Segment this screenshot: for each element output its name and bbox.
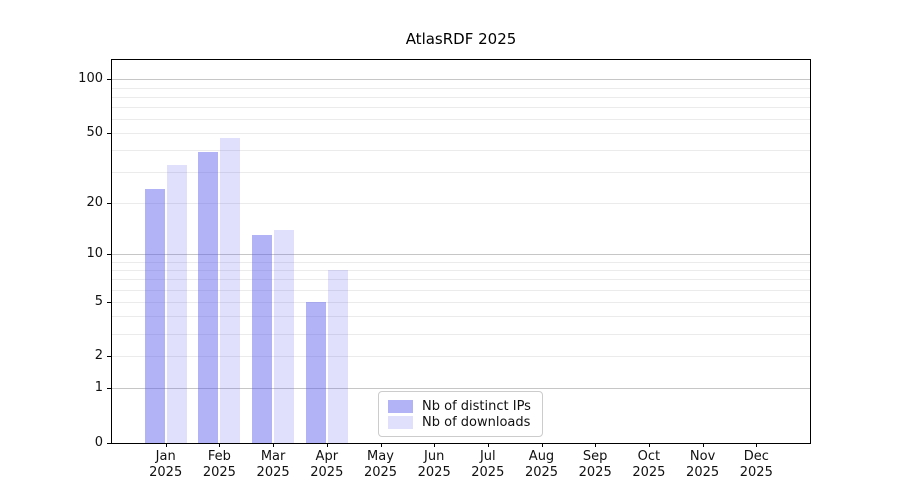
minor-gridline — [112, 333, 810, 335]
minor-gridline — [112, 289, 810, 291]
x-axis-label: Feb 2025 — [202, 449, 236, 480]
minor-gridline — [112, 203, 810, 205]
legend-item-distinct-ips: Nb of distinct IPs — [388, 399, 533, 414]
minor-gridline — [112, 316, 810, 318]
legend-label-downloads: Nb of downloads — [422, 414, 531, 430]
x-axis-label: Apr 2025 — [310, 449, 344, 480]
y-axis-label: 2 — [94, 348, 103, 364]
minor-gridline — [112, 172, 810, 174]
legend-swatch-downloads — [388, 415, 413, 429]
x-axis-label: Jun 2025 — [417, 449, 451, 480]
y-axis-label: 10 — [86, 246, 103, 261]
y-axis-tick — [107, 203, 111, 205]
x-axis-tick — [648, 443, 650, 447]
minor-gridline — [112, 87, 810, 89]
bar-apr-series0 — [305, 301, 326, 443]
bar-jan-series0 — [144, 189, 165, 443]
chart-title: AtlasRDF 2025 — [405, 30, 517, 48]
x-axis-label: Aug 2025 — [524, 449, 559, 480]
x-axis-label: Jan 2025 — [149, 449, 183, 480]
major-gridline — [112, 254, 810, 255]
minor-gridline — [112, 133, 810, 135]
minor-gridline — [112, 261, 810, 263]
x-axis-tick — [380, 443, 382, 447]
y-axis-label: 50 — [86, 125, 103, 141]
legend-label-distinct-ips: Nb of distinct IPs — [422, 398, 531, 414]
x-axis-tick — [756, 443, 758, 447]
minor-gridline — [112, 279, 810, 281]
y-axis-label: 5 — [94, 293, 103, 309]
minor-gridline — [112, 119, 810, 120]
x-axis-tick — [219, 443, 221, 447]
minor-gridline — [112, 356, 810, 358]
x-axis-tick — [165, 443, 167, 447]
legend-item-downloads: Nb of downloads — [388, 415, 533, 430]
y-axis-label: 0 — [94, 435, 103, 450]
y-axis-tick — [107, 79, 111, 81]
minor-gridline — [112, 96, 810, 98]
y-axis-tick — [107, 388, 111, 390]
x-axis-label: Sep 2025 — [578, 449, 612, 480]
x-axis-tick — [326, 443, 328, 447]
x-axis-label: Dec 2025 — [739, 449, 773, 480]
legend-swatch-distinct-ips — [388, 399, 413, 413]
minor-gridline — [112, 107, 810, 109]
major-gridline — [112, 79, 810, 81]
major-gridline — [112, 388, 810, 390]
bar-feb-series1 — [220, 137, 241, 443]
y-axis-tick — [107, 301, 111, 303]
x-axis-tick — [434, 443, 436, 447]
bar-mar-series1 — [274, 229, 295, 443]
bar-feb-series0 — [198, 152, 219, 443]
y-axis-label: 1 — [94, 380, 103, 396]
y-axis-label: 20 — [86, 195, 103, 211]
y-axis-tick — [107, 254, 111, 255]
x-axis-tick — [541, 443, 543, 447]
x-axis-label: May 2025 — [363, 449, 398, 480]
bar-mar-series0 — [252, 235, 273, 443]
y-axis-label: 100 — [78, 71, 103, 87]
legend: Nb of distinct IPs Nb of downloads — [378, 391, 543, 437]
y-axis-tick — [107, 133, 111, 135]
x-axis-label: Nov 2025 — [686, 449, 720, 480]
minor-gridline — [112, 150, 810, 152]
x-axis-label: Mar 2025 — [256, 449, 290, 480]
minor-gridline — [112, 301, 810, 303]
x-axis-tick — [702, 443, 704, 447]
y-axis-tick — [107, 443, 111, 444]
bar-jan-series1 — [166, 165, 187, 443]
minor-gridline — [112, 269, 810, 271]
x-axis-label: Oct 2025 — [632, 449, 666, 480]
y-axis-tick — [107, 356, 111, 358]
bar-apr-series1 — [327, 269, 348, 443]
x-axis-label: Jul 2025 — [471, 449, 505, 480]
x-axis-tick — [487, 443, 489, 447]
x-axis-tick — [273, 443, 275, 447]
x-axis-tick — [595, 443, 597, 447]
